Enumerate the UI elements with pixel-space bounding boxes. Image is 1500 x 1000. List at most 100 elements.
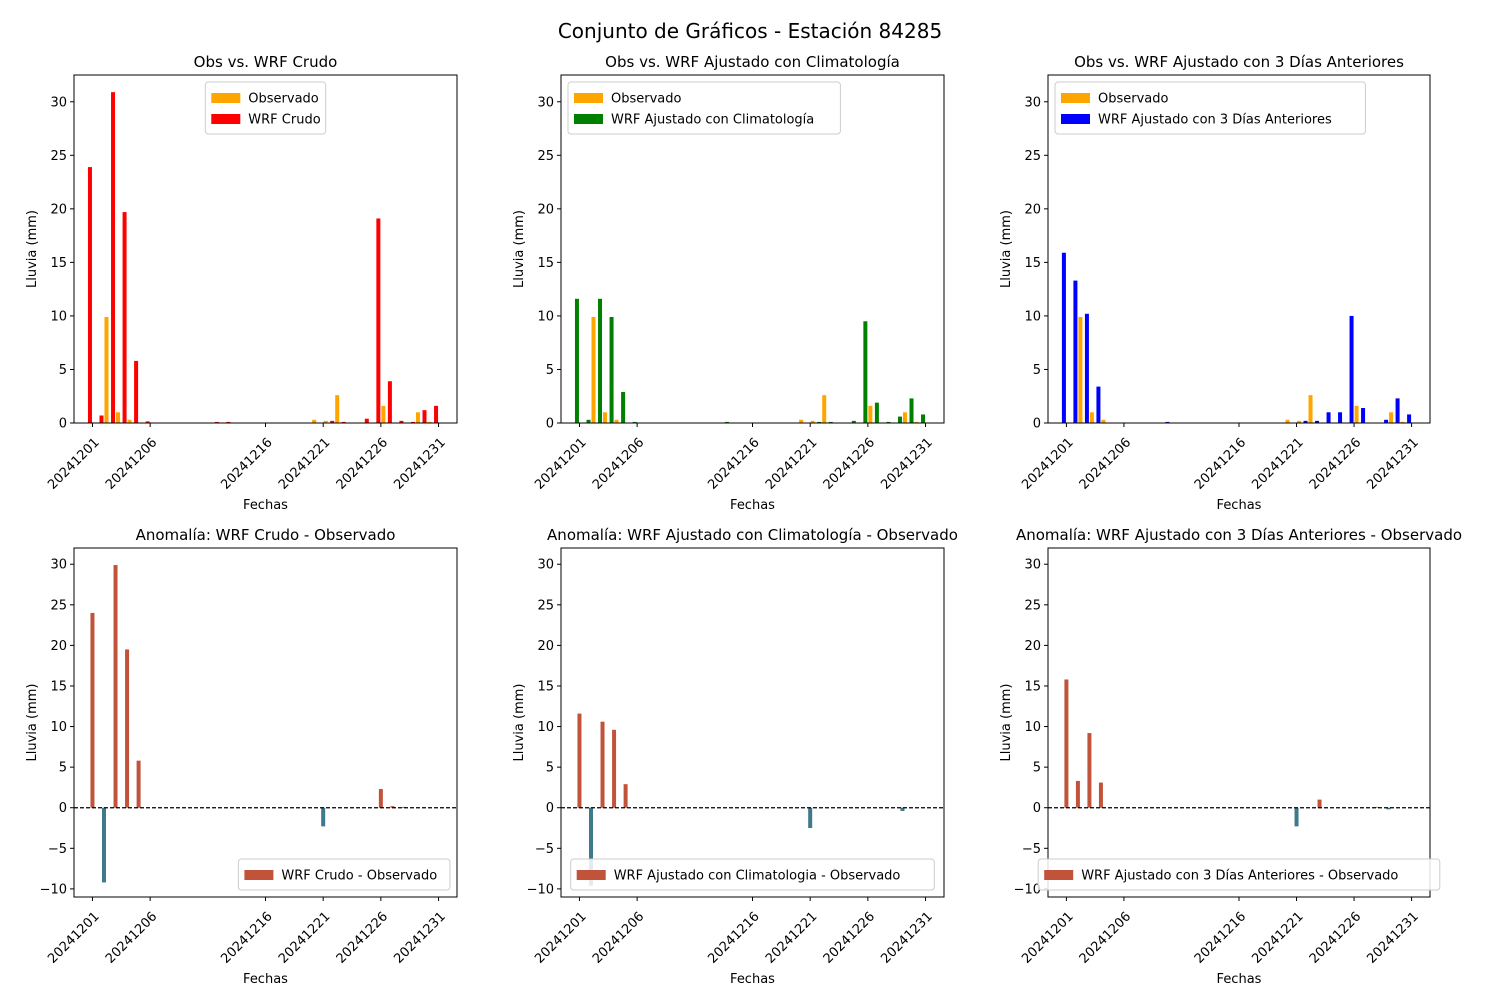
y-tick-label: 5 [59, 761, 67, 776]
bar [312, 419, 317, 423]
x-tick-label: 20241226 [1307, 435, 1364, 492]
y-tick-label: 30 [537, 95, 554, 110]
bar [1061, 252, 1066, 423]
bar [427, 421, 432, 423]
y-tick-label: −10 [1014, 882, 1041, 897]
x-tick-label: 20241226 [334, 909, 391, 966]
bar [145, 421, 150, 423]
bar [341, 421, 346, 423]
bar [598, 298, 603, 423]
legend-box [1037, 858, 1441, 891]
bar [401, 806, 406, 808]
x-tick-label: 20241206 [1077, 435, 1134, 492]
bar [1361, 408, 1366, 423]
y-tick-label: 0 [59, 801, 67, 816]
bar [808, 807, 813, 829]
bar [335, 395, 340, 423]
bar [1389, 412, 1394, 423]
y-tick-label: 30 [537, 558, 554, 573]
x-tick-label: 20241206 [1077, 909, 1134, 966]
x-tick-label: 20241201 [45, 909, 102, 966]
y-axis-label: Lluvia (mm) [999, 210, 1014, 288]
x-tick-label: 20241206 [590, 909, 647, 966]
y-tick-label: 5 [1033, 363, 1041, 378]
x-tick-label: 20241206 [103, 909, 160, 966]
axes-frame [1047, 547, 1431, 898]
x-tick-label: 20241226 [334, 435, 391, 492]
bar [1075, 780, 1080, 808]
subplot-title: Obs vs. WRF Ajustado con Climatología [605, 53, 900, 71]
bar [422, 410, 427, 423]
x-tick-label: 20241201 [1019, 435, 1076, 492]
bar [863, 321, 868, 423]
y-tick-label: 20 [1024, 202, 1041, 217]
y-tick-label: 30 [50, 558, 67, 573]
x-axis-label: Fechas [243, 972, 288, 987]
bar [909, 398, 914, 423]
y-axis-label: Lluvia (mm) [25, 684, 40, 762]
bar [632, 421, 637, 423]
legend: WRF Ajustado con Climatologia - Observad… [570, 858, 935, 891]
bar [399, 420, 404, 423]
y-tick-label: −5 [48, 842, 67, 857]
bar [1101, 419, 1106, 423]
x-tick-label: 20241201 [1019, 909, 1076, 966]
subplot-title: Anomalía: WRF Crudo - Observado [136, 526, 396, 544]
bar [799, 419, 804, 423]
y-tick-label: 15 [537, 679, 554, 694]
x-tick-label: 20241216 [1192, 909, 1249, 966]
bar [623, 784, 628, 808]
y-tick-label: −10 [527, 882, 554, 897]
subplot-4: Anomalía: WRF Crudo - Observado −10 −5 0 5 10… [25, 526, 458, 987]
bar [886, 421, 891, 423]
x-tick-label: 20241226 [821, 435, 878, 492]
bar [1294, 807, 1299, 827]
bar [111, 92, 116, 423]
bar [1098, 782, 1103, 808]
x-tick-label: 20241221 [276, 435, 333, 492]
y-tick-label: 25 [537, 149, 554, 164]
bar [600, 721, 605, 808]
legend-label: Observado [611, 92, 682, 107]
legend-label: WRF Crudo - Observado [281, 869, 437, 884]
bar [851, 420, 856, 423]
y-tick-label: 20 [50, 202, 67, 217]
y-tick-label: 0 [546, 417, 554, 432]
legend-label: WRF Ajustado con 3 Días Anteriores - Obs… [1081, 869, 1398, 884]
bar [1096, 386, 1101, 423]
y-axis-label: Lluvia (mm) [25, 210, 40, 288]
legend-swatch [1044, 870, 1074, 880]
x-tick-label: 20241221 [763, 909, 820, 966]
bar [1386, 807, 1391, 810]
y-tick-label: 25 [1024, 149, 1041, 164]
x-tick-label: 20241216 [218, 909, 275, 966]
y-tick-label: −5 [1022, 842, 1041, 857]
y-tick-label: 5 [1033, 761, 1041, 776]
subplot-5: Anomalía: WRF Ajustado con Climatología … [512, 526, 958, 987]
legend-label: WRF Ajustado con Climatología [611, 113, 814, 128]
bar [387, 381, 392, 423]
axes-frame [73, 547, 458, 898]
bar [1338, 412, 1343, 423]
bar [591, 316, 596, 423]
y-tick-label: 5 [546, 363, 554, 378]
x-tick-label: 20241221 [1249, 909, 1306, 966]
y-tick-label: 0 [59, 417, 67, 432]
bar [101, 807, 106, 883]
bar [897, 416, 902, 423]
x-axis-label: Fechas [1217, 498, 1262, 513]
x-tick-label: 20241226 [821, 909, 878, 966]
x-tick-label: 20241226 [1307, 909, 1364, 966]
bar [1395, 398, 1400, 423]
x-tick-label: 20241231 [391, 435, 448, 492]
legend-label: Observado [1098, 92, 1169, 107]
legend-swatch [211, 93, 241, 103]
legend-swatch [576, 870, 606, 880]
y-tick-label: 20 [537, 639, 554, 654]
y-tick-label: 15 [1024, 679, 1041, 694]
legend-label: WRF Ajustado con Climatologia - Observad… [614, 869, 901, 884]
legend-box [237, 858, 451, 891]
y-tick-label: 30 [1024, 95, 1041, 110]
bar [609, 316, 614, 423]
legend: Observado WRF Ajustado con 3 Días Anterio… [1054, 81, 1366, 135]
